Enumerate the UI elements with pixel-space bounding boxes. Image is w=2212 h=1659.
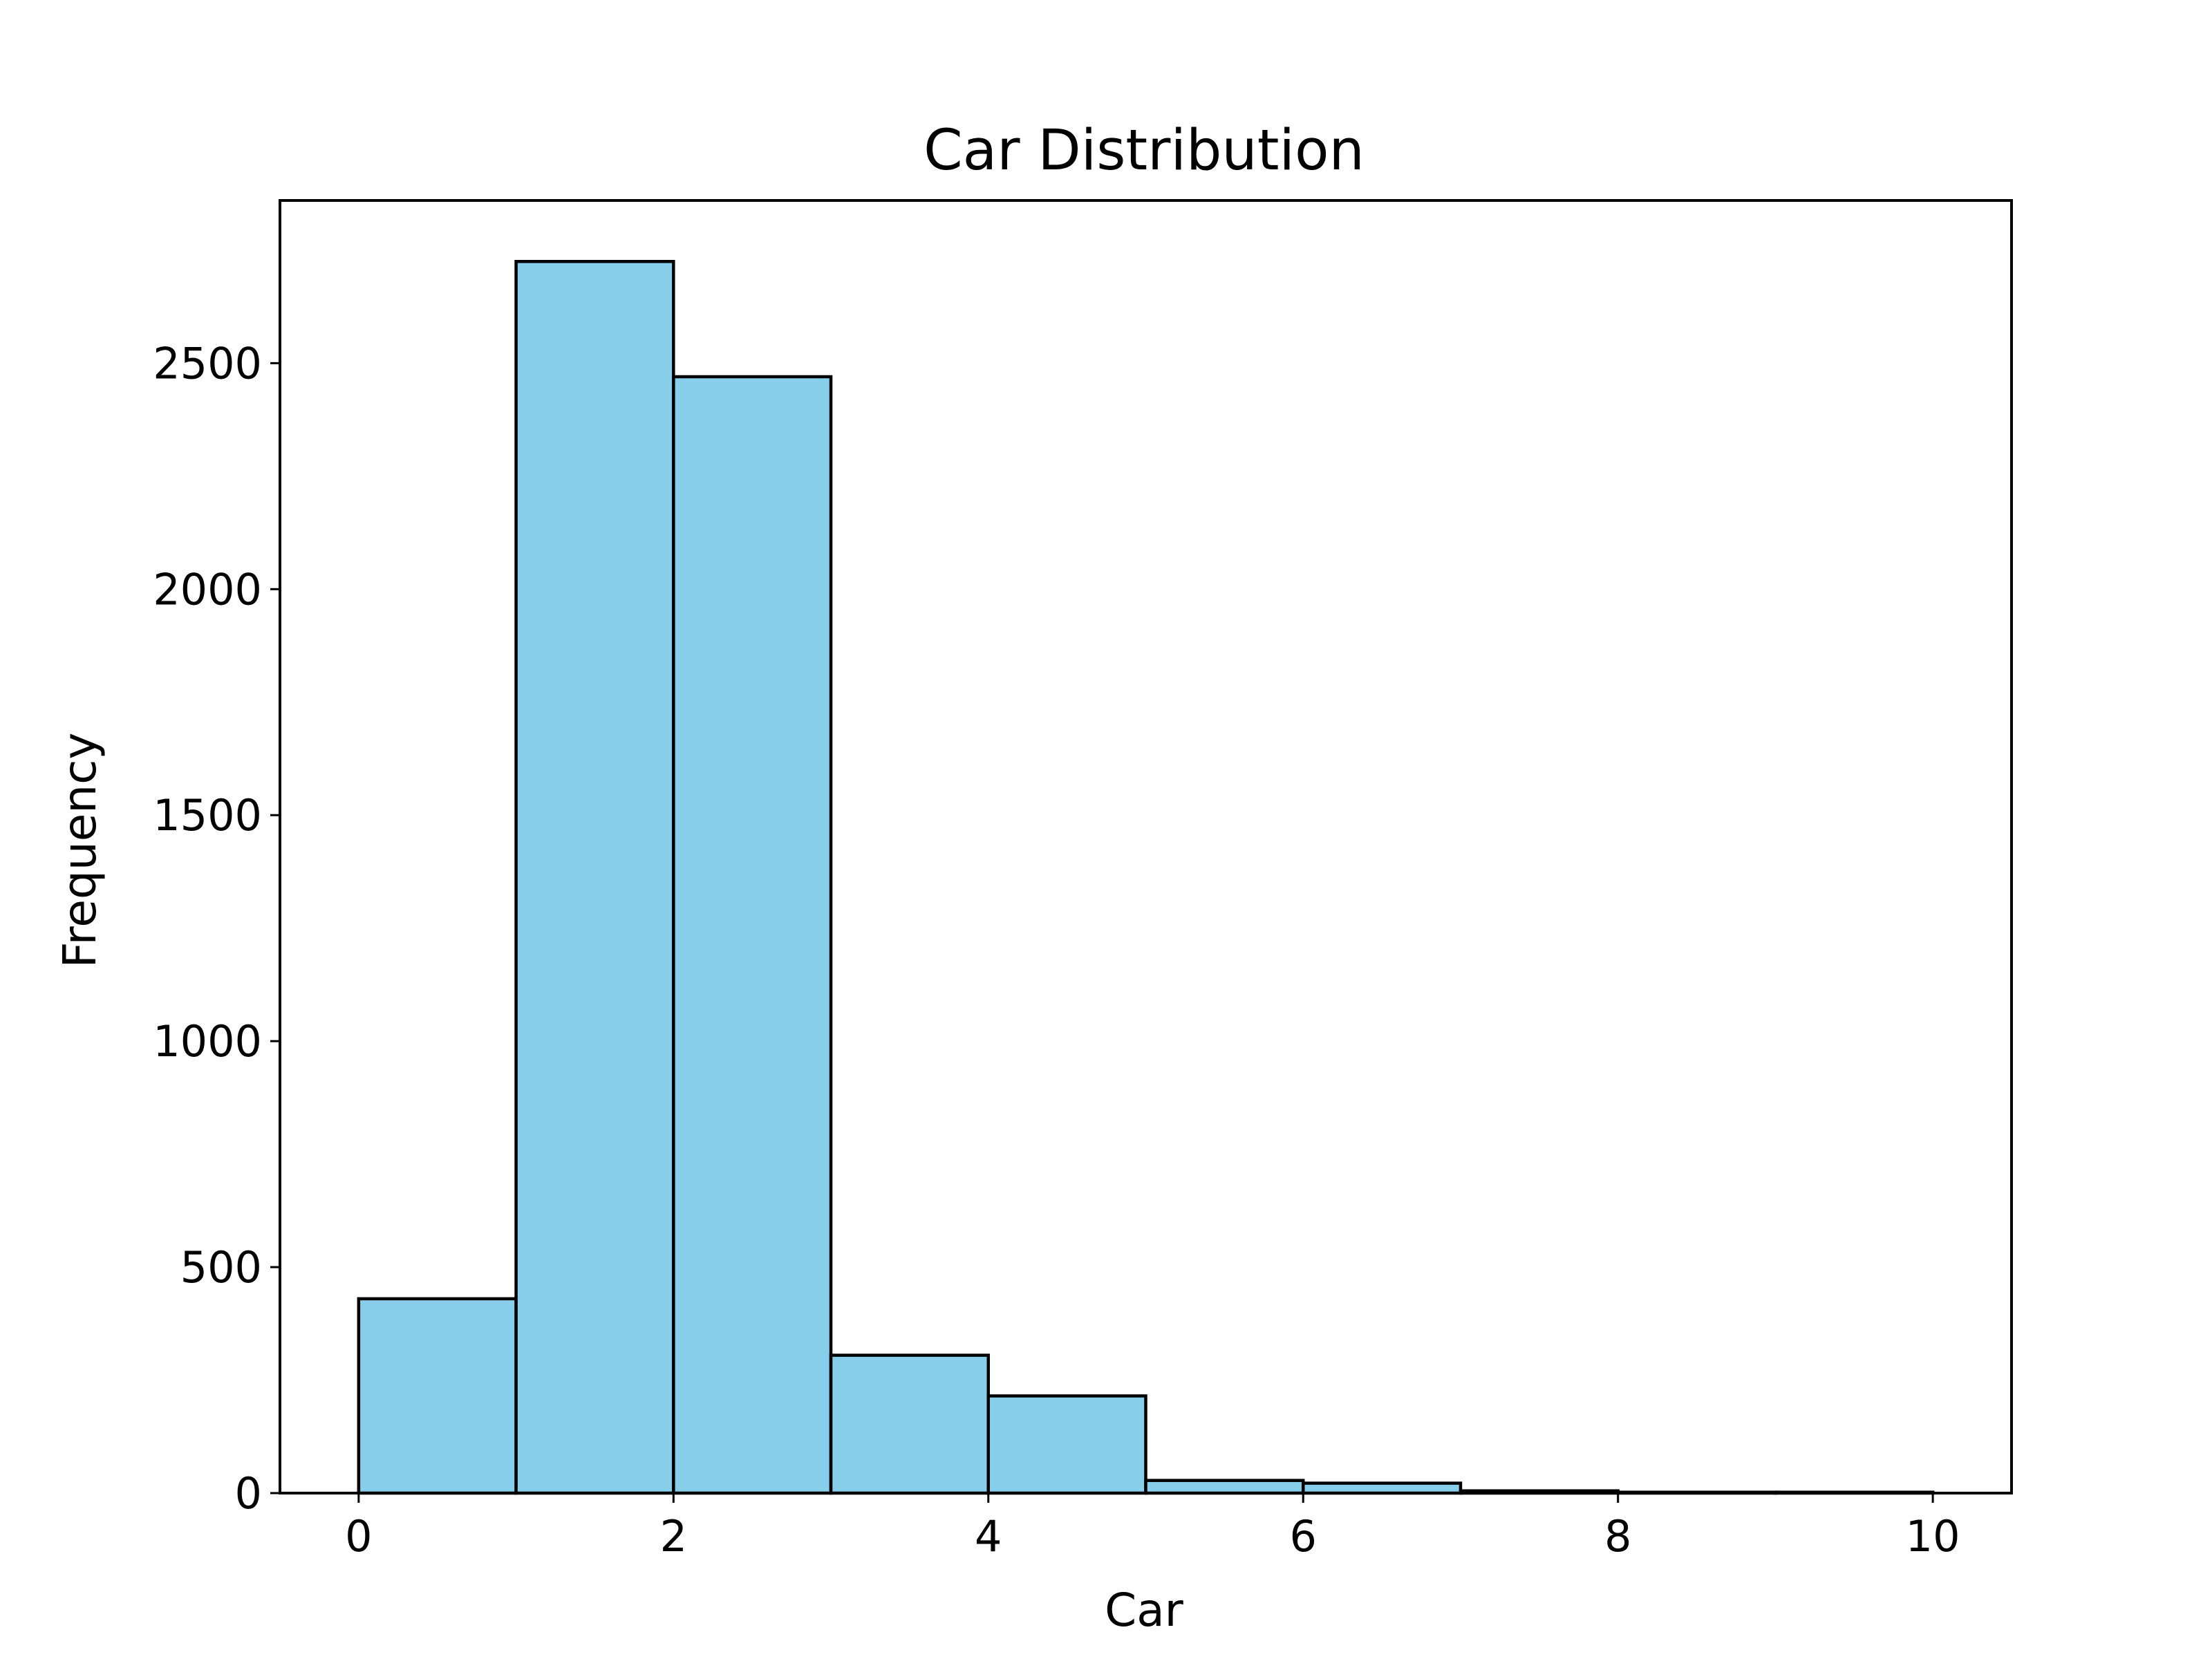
x-tick-label: 6 (1290, 1511, 1317, 1562)
x-axis-label: Car (1105, 1584, 1184, 1637)
y-tick-label: 2500 (153, 338, 262, 388)
x-ticks-group: 0 2 4 6 8 10 (345, 1493, 1960, 1562)
histogram-bar-3-4 (829, 1353, 991, 1495)
histogram-bar-2-3 (672, 375, 833, 1495)
histogram-bar-5-6 (1144, 1479, 1305, 1495)
plot-frame (279, 199, 2013, 1494)
x-tick-label: 8 (1604, 1511, 1631, 1562)
x-tick-label: 4 (975, 1511, 1002, 1562)
x-tick-label: 10 (1906, 1511, 1960, 1562)
x-tick-label: 2 (660, 1511, 687, 1562)
histogram-bar-6-7 (1301, 1481, 1463, 1495)
y-tick-label: 1500 (153, 790, 262, 841)
histogram-bar-4-5 (986, 1394, 1147, 1495)
bars-group (357, 260, 1935, 1495)
y-axis-label: Frequency (53, 733, 106, 968)
y-tick-label: 500 (180, 1242, 262, 1293)
x-tick-label: 0 (345, 1511, 372, 1562)
y-tick-label: 0 (235, 1468, 262, 1519)
histogram-bar-0-1 (357, 1297, 518, 1495)
y-ticks-group: 0 500 1000 1500 2000 2500 (153, 338, 280, 1519)
chart-title: Car Distribution (924, 118, 1365, 183)
y-tick-label: 2000 (153, 564, 262, 615)
y-tick-label: 1000 (153, 1016, 262, 1067)
histogram-bar-1-2 (514, 260, 675, 1495)
